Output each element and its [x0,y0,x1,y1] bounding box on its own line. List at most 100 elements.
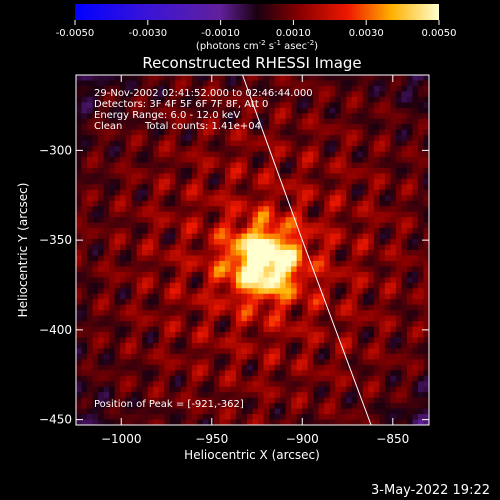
heatmap-cell [131,91,138,98]
heatmap-cell [412,118,419,125]
heatmap-cell [318,326,325,333]
heatmap-cell [335,375,342,382]
heatmap-cell [318,211,325,218]
heatmap-cell [202,392,209,399]
heatmap-cell [307,124,314,131]
heatmap-cell [213,184,221,191]
heatmap-cell [180,408,187,415]
heatmap-cell [180,124,187,131]
heatmap-cell [269,75,276,82]
heatmap-cell [186,277,193,284]
heatmap-cell [362,348,369,355]
heatmap-cell [109,228,116,235]
heatmap-cell [340,80,347,87]
heatmap-cell [412,140,419,147]
heatmap-cell [280,255,287,262]
heatmap-cell [87,419,94,425]
heatmap-cell [329,260,336,268]
heatmap-cell [175,222,182,229]
heatmap-cell [307,342,314,350]
heatmap-cell [230,310,237,317]
heatmap-cell [258,107,265,114]
heatmap-cell [379,233,386,240]
heatmap-cell [340,386,347,393]
heatmap-cell [131,332,138,339]
heatmap-cell [329,266,336,273]
heatmap-cell [291,195,298,202]
heatmap-cell [417,353,425,360]
heatmap-cell [351,222,358,229]
heatmap-cell [208,370,215,377]
heatmap-cell [313,397,320,404]
heatmap-cell [395,244,403,251]
heatmap-cell [153,304,160,311]
heatmap-cell [120,189,127,196]
heatmap-cell [158,124,165,131]
heatmap-cell [76,146,83,153]
heatmap-cell [340,332,347,339]
heatmap-cell [384,129,391,136]
chart-title: Reconstructed RHESSI Image [142,54,361,72]
heatmap-cell [76,337,83,344]
heatmap-cell [76,403,83,410]
heatmap-cell [346,217,353,224]
heatmap-cell [302,162,309,169]
heatmap-cell [324,206,331,213]
heatmap-cell [202,118,209,125]
heatmap-cell [423,375,429,382]
heatmap-cell [180,96,187,103]
heatmap-cell [302,299,309,306]
heatmap-cell [329,217,336,224]
heatmap-cell [346,140,353,147]
heatmap-cell [114,129,121,136]
heatmap-cell [224,140,232,147]
heatmap-cell [164,80,171,87]
heatmap-cell [357,337,364,344]
heatmap-cell [125,326,132,333]
heatmap-cell [136,151,143,158]
heatmap-cell [373,260,380,268]
heatmap-cell [136,80,143,87]
heatmap-cell [125,195,132,202]
heatmap-cell [263,228,270,235]
heatmap-cell [318,217,325,224]
heatmap-cell [103,408,110,415]
heatmap-cell [351,419,358,425]
heatmap-cell [147,184,154,191]
heatmap-cell [125,107,132,114]
heatmap-cell [120,129,127,136]
heatmap-cell [147,419,154,425]
heatmap-cell [313,178,320,185]
heatmap-cell [313,288,320,295]
heatmap-cell [246,282,254,289]
heatmap-cell [412,107,419,114]
heatmap-cell [296,75,303,82]
heatmap-cell [285,91,292,98]
heatmap-cell [120,167,127,175]
heatmap-cell [136,96,143,103]
heatmap-cell [274,348,281,355]
heatmap-cell [109,217,116,224]
heatmap-cell [401,408,408,415]
heatmap-cell [401,85,408,93]
heatmap-cell [291,146,298,153]
heatmap-cell [125,217,132,224]
heatmap-cell [147,299,154,306]
heatmap-cell [213,102,221,109]
heatmap-cell [395,118,403,125]
heatmap-cell [302,414,309,421]
heatmap-cell [406,288,414,295]
heatmap-cell [109,403,116,410]
heatmap-cell [142,195,149,202]
heatmap-cell [351,162,358,169]
heatmap-cell [423,146,429,153]
heatmap-cell [324,96,331,103]
heatmap-cell [406,135,414,142]
heatmap-cell [125,353,132,360]
heatmap-cell [390,326,397,333]
heatmap-cell [274,359,281,366]
heatmap-cell [87,129,94,136]
heatmap-cell [158,195,165,202]
heatmap-cell [362,75,369,82]
heatmap-cell [202,419,209,425]
